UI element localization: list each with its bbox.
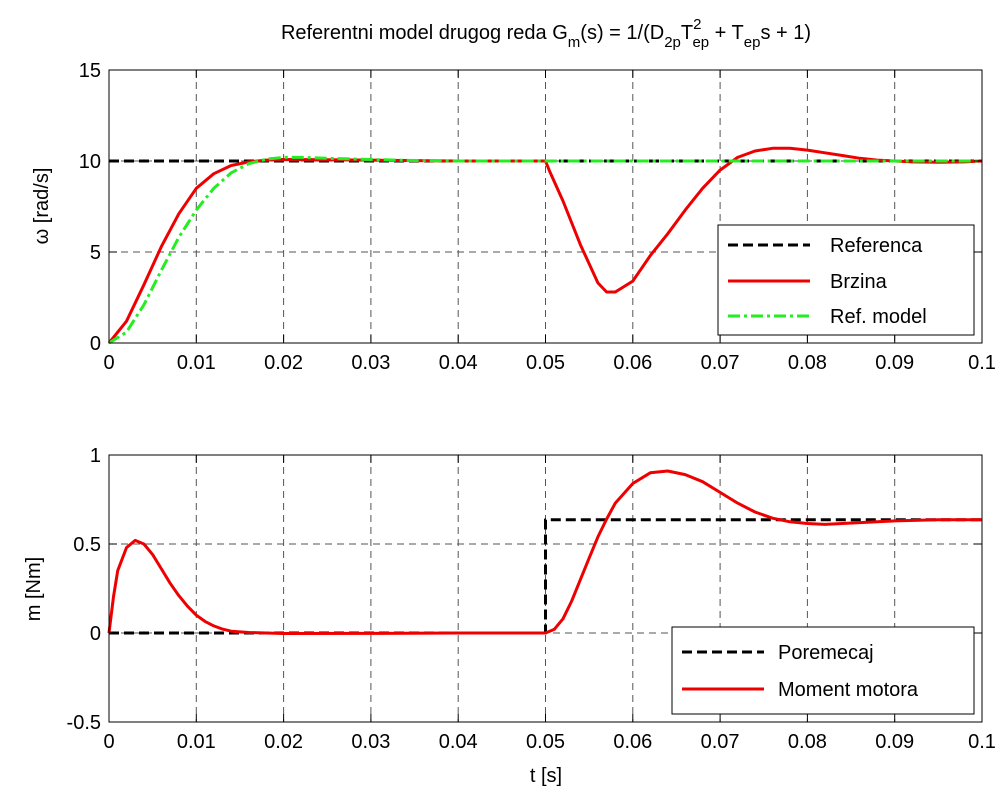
title-part4: + T: [709, 22, 744, 44]
bottom-legend-box: [671, 626, 975, 715]
top-series-group: [107, 146, 983, 345]
title-part5: s + 1): [760, 22, 811, 44]
top-x-tick-label: 0.07: [701, 352, 740, 374]
bottom-x-tick-label: 0.08: [788, 731, 827, 753]
bottom-y-tick-label: 1: [90, 445, 101, 467]
bottom-x-tick-label: 0.03: [351, 731, 390, 753]
top-x-tick-label: 0.08: [788, 352, 827, 374]
top-plot: 0 0.01 0.02 0.03 0.04 0.05 0.06 0.07 0.08 0.09 0.1…: [31, 60, 996, 374]
bottom-series-group: [107, 469, 982, 635]
top-legend: Referenca Brzina Ref. model: [717, 224, 975, 336]
bottom-series-moment-motora: [107, 469, 982, 635]
bottom-x-tick-label: 0.02: [264, 731, 303, 753]
title-sub-ep: ep: [692, 34, 709, 51]
chart-title: Referentni model drugog reda Gm(s) = 1/(…: [281, 16, 811, 51]
top-x-tick-label: 0.04: [439, 352, 478, 374]
top-ticks: 0 0.01 0.02 0.03 0.04 0.05 0.06 0.07 0.08 0.09 0.1…: [79, 60, 996, 374]
bottom-y-tick-label: 0.5: [73, 534, 101, 556]
title-main: Referentni model drugog reda G: [281, 22, 568, 44]
top-y-tick-label: 15: [79, 60, 101, 82]
bottom-x-tick-label: 0.1: [968, 731, 996, 753]
bottom-x-tick-label: 0.05: [526, 731, 565, 753]
bottom-y-tick-label: -0.5: [67, 712, 101, 734]
top-x-tick-label: 0.01: [177, 352, 216, 374]
bottom-x-tick-label: 0.09: [875, 731, 914, 753]
top-y-tick-label: 0: [90, 333, 101, 355]
legend-label-poremecaj: Poremecaj: [778, 642, 874, 664]
bottom-y-axis-label: m [Nm]: [23, 557, 45, 621]
bottom-x-tick-label: 0.04: [439, 731, 478, 753]
bottom-legend: Poremecaj Moment motora: [671, 626, 975, 715]
top-x-tick-label: 0: [103, 352, 114, 374]
bottom-ticks: 0 0.01 0.02 0.03 0.04 0.05 0.06 0.07 0.08 0.09 0.1…: [67, 445, 996, 753]
title-sub-2p: 2p: [664, 34, 681, 51]
legend-label-referenca: Referenca: [830, 235, 923, 257]
legend-label-moment-motora: Moment motora: [778, 679, 919, 701]
top-series-ref-model: [108, 155, 982, 345]
bottom-x-tick-label: 0: [103, 731, 114, 753]
bottom-x-tick-label: 0.06: [613, 731, 652, 753]
bottom-x-tick-label: 0.07: [701, 731, 740, 753]
bottom-y-tick-label: 0: [90, 623, 101, 645]
top-x-tick-label: 0.02: [264, 352, 303, 374]
title-part3: T: [681, 22, 693, 44]
legend-label-ref-model: Ref. model: [830, 306, 927, 328]
title-sub-ep2: ep: [744, 34, 761, 51]
title-sub-m: m: [568, 34, 581, 51]
top-x-tick-label: 0.03: [351, 352, 390, 374]
top-series-brzina: [107, 146, 983, 344]
top-x-tick-label: 0.05: [526, 352, 565, 374]
top-y-tick-label: 10: [79, 151, 101, 173]
top-x-tick-label: 0.1: [968, 352, 996, 374]
top-x-tick-label: 0.09: [875, 352, 914, 374]
bottom-plot: 0 0.01 0.02 0.03 0.04 0.05 0.06 0.07 0.08 0.09 0.1…: [23, 445, 996, 787]
title-sup-2: 2: [693, 16, 701, 33]
bottom-x-axis-label: t [s]: [530, 765, 562, 787]
bottom-x-tick-label: 0.01: [177, 731, 216, 753]
top-x-tick-label: 0.06: [613, 352, 652, 374]
top-y-tick-label: 5: [90, 242, 101, 264]
legend-label-brzina: Brzina: [830, 271, 888, 293]
title-part2: (s) = 1/(D: [580, 22, 664, 44]
top-y-axis-label: ω [rad/s]: [31, 168, 53, 245]
